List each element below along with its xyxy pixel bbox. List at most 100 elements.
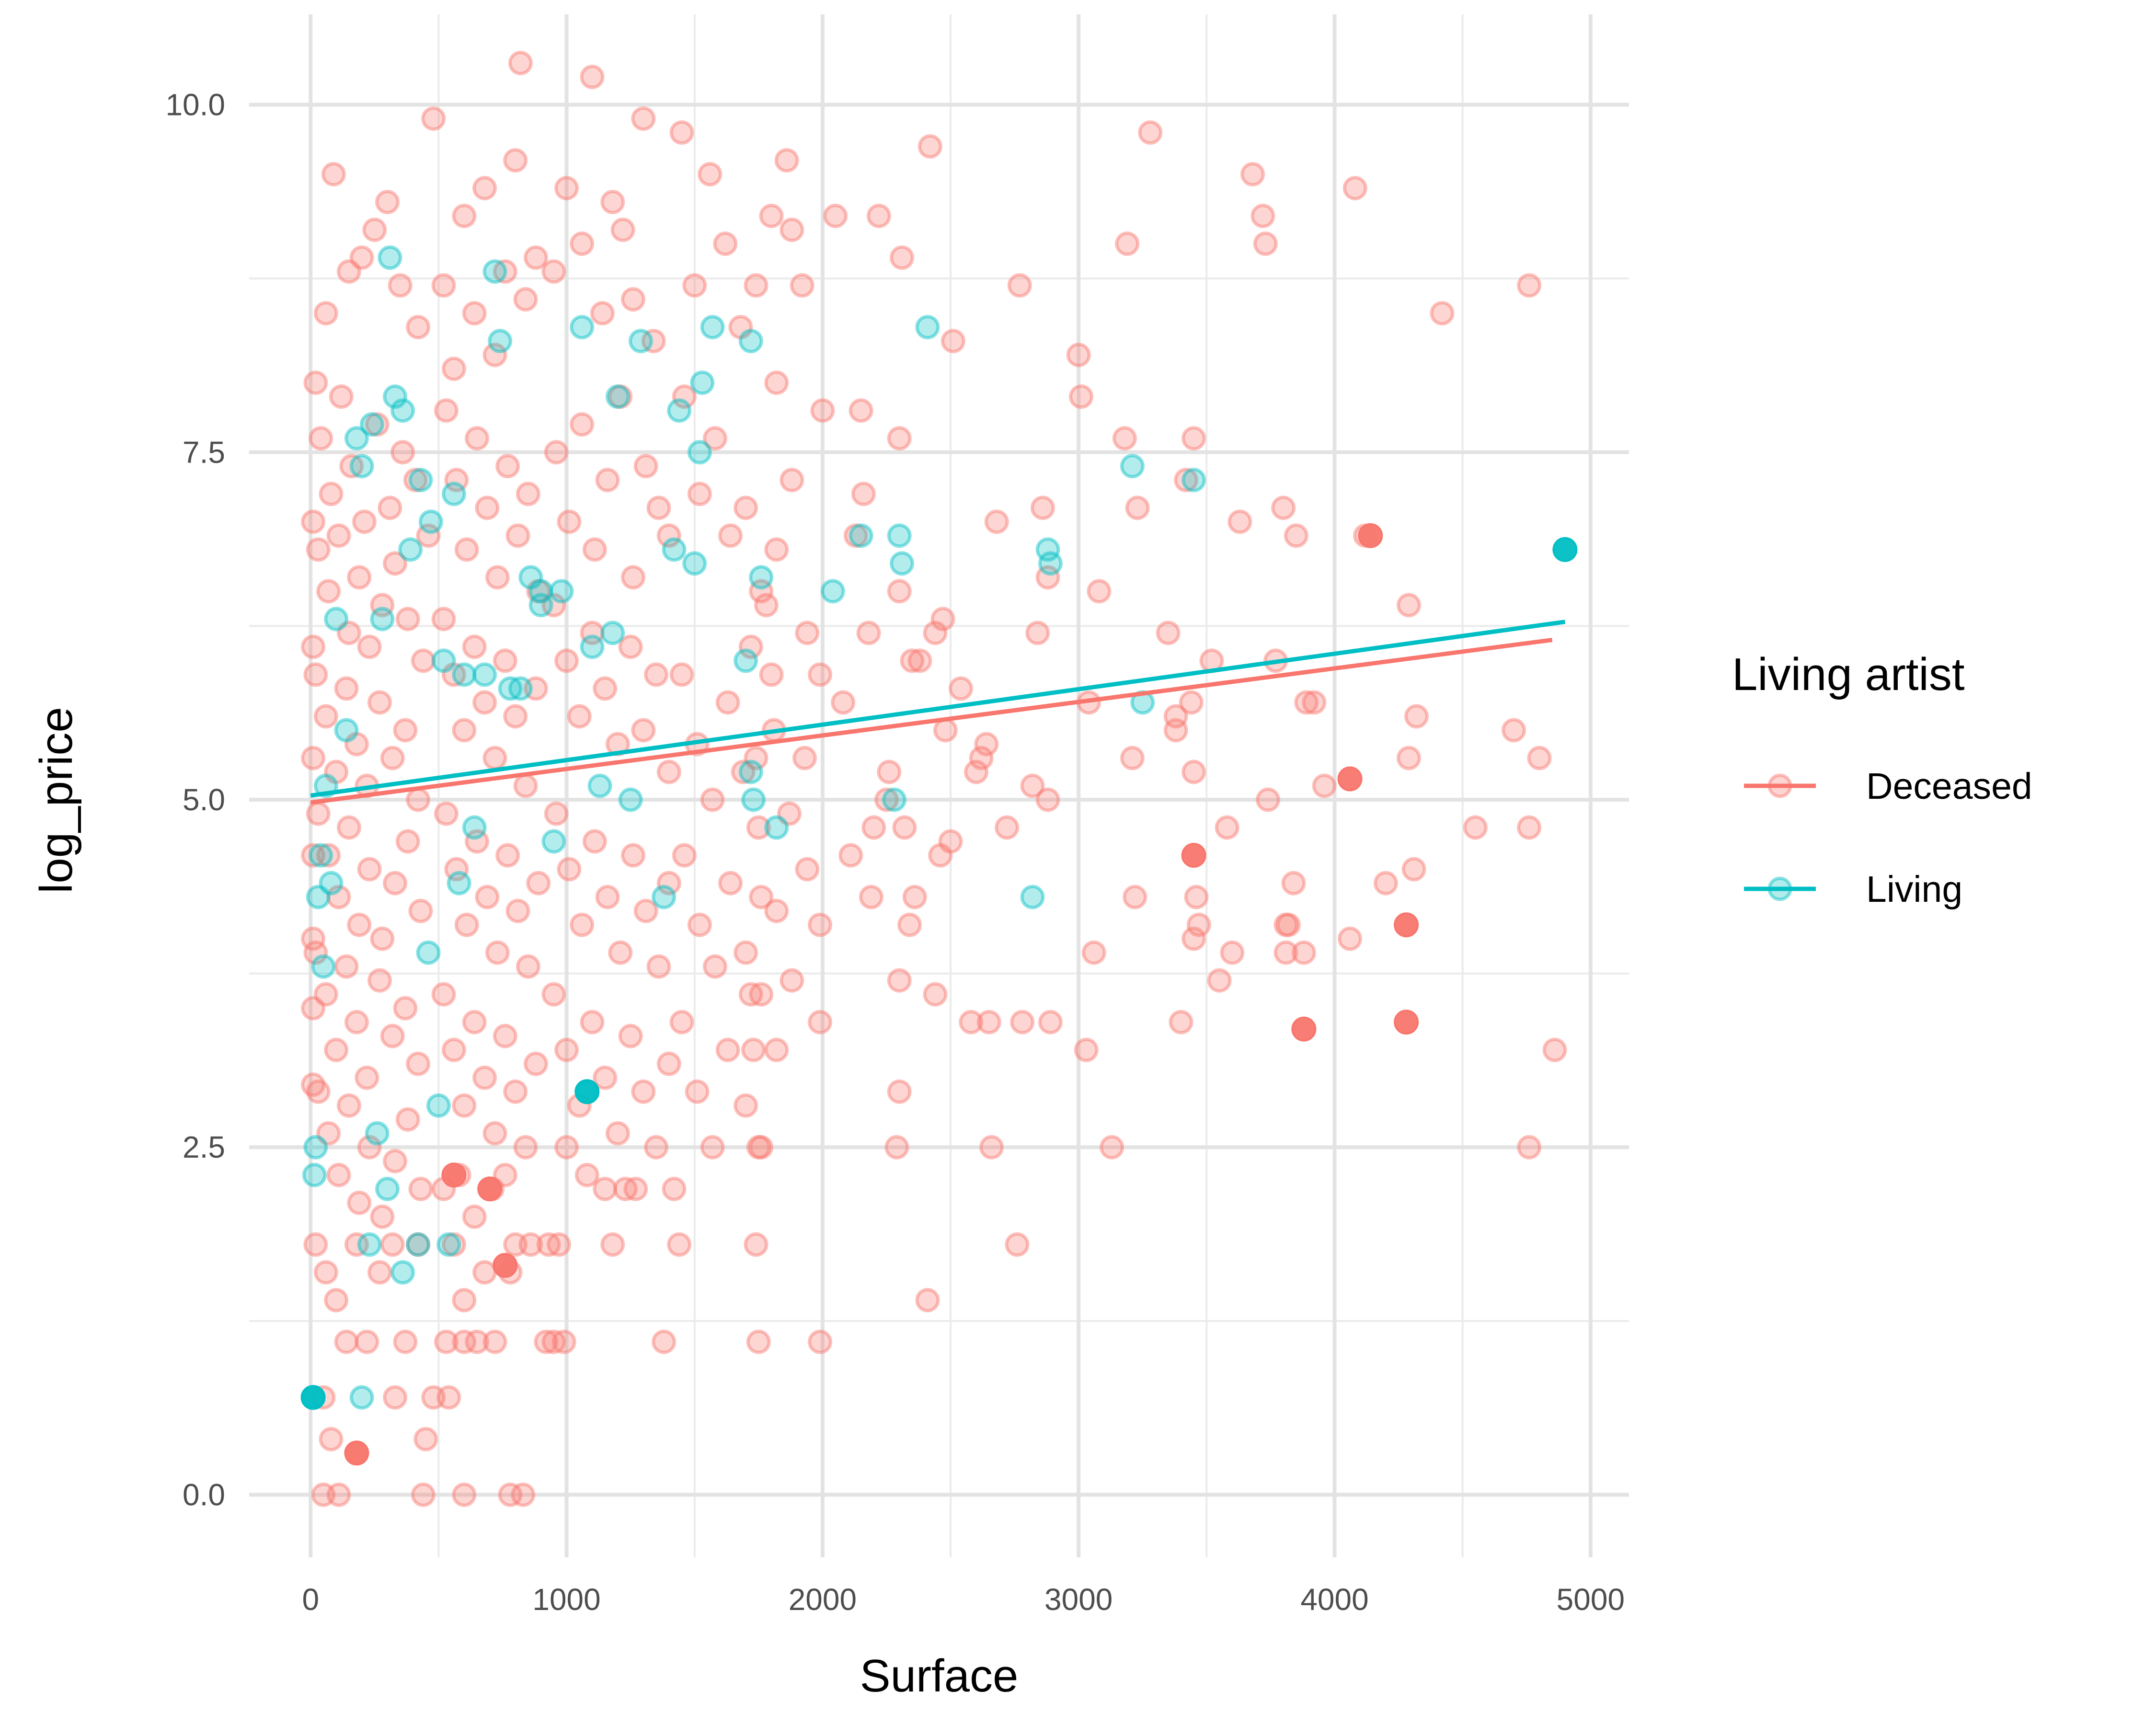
data-point xyxy=(434,1329,459,1354)
data-point xyxy=(610,218,635,242)
data-point xyxy=(570,412,595,437)
data-point xyxy=(452,718,477,743)
data-point xyxy=(1169,1010,1193,1035)
data-point xyxy=(669,662,694,687)
data-point xyxy=(462,634,487,659)
data-point xyxy=(795,857,820,882)
data-point xyxy=(413,1426,438,1451)
data-point xyxy=(746,1135,771,1160)
data-point xyxy=(764,370,789,395)
data-point xyxy=(777,801,802,826)
data-point xyxy=(923,982,948,1007)
data-point xyxy=(482,1121,507,1146)
data-point xyxy=(398,537,423,562)
data-point xyxy=(503,704,528,729)
data-point xyxy=(526,579,551,604)
data-point xyxy=(390,398,415,423)
data-point xyxy=(357,1232,382,1257)
data-point xyxy=(513,773,538,798)
data-point xyxy=(718,523,743,548)
data-point xyxy=(488,329,513,354)
data-point xyxy=(390,1260,415,1285)
data-point xyxy=(441,482,466,506)
data-point xyxy=(477,1176,503,1202)
data-point xyxy=(974,732,999,757)
data-point xyxy=(764,898,789,923)
data-point xyxy=(344,1010,369,1035)
data-point xyxy=(462,1010,487,1035)
data-point xyxy=(887,426,912,451)
data-point xyxy=(1256,787,1281,812)
data-point xyxy=(365,412,390,437)
data-point xyxy=(454,537,479,562)
data-point xyxy=(472,1065,497,1090)
data-point xyxy=(416,523,441,548)
data-point xyxy=(462,1204,487,1229)
data-point xyxy=(1517,1135,1542,1160)
data-point xyxy=(687,482,712,506)
data-point xyxy=(700,787,725,812)
data-point xyxy=(593,1065,618,1090)
data-point xyxy=(465,829,490,854)
data-point xyxy=(890,245,915,270)
y-tick-label: 10.0 xyxy=(165,88,225,122)
y-tick-label: 5.0 xyxy=(183,782,225,817)
data-point xyxy=(1087,579,1112,604)
x-axis-tick-labels: 0 1000 2000 3000 4000 5000 xyxy=(302,1582,1625,1617)
data-point xyxy=(656,523,681,548)
data-point xyxy=(838,843,863,868)
data-point xyxy=(963,759,988,784)
data-point xyxy=(431,607,456,632)
data-point xyxy=(759,204,784,229)
data-point xyxy=(843,523,868,548)
data-point xyxy=(326,885,351,909)
data-point xyxy=(1181,843,1206,868)
data-point xyxy=(306,1079,331,1104)
data-point xyxy=(861,815,886,840)
data-point xyxy=(485,940,510,965)
data-point xyxy=(613,1176,638,1201)
data-point xyxy=(859,885,883,909)
data-point xyxy=(302,1162,327,1187)
data-point xyxy=(370,1204,395,1229)
data-point xyxy=(687,912,712,937)
data-point xyxy=(623,1176,648,1201)
data-point xyxy=(620,565,645,590)
data-point xyxy=(600,621,625,645)
data-point xyxy=(306,801,331,826)
data-point xyxy=(357,1135,382,1160)
grid-lines xyxy=(249,14,1629,1557)
data-point xyxy=(523,245,548,270)
data-point xyxy=(375,190,400,215)
data-point xyxy=(1179,690,1204,715)
data-point xyxy=(482,343,507,368)
data-point xyxy=(741,787,766,812)
data-point xyxy=(702,426,727,451)
data-point xyxy=(754,593,779,618)
data-point xyxy=(1273,912,1298,937)
data-point xyxy=(436,1385,461,1410)
data-point xyxy=(590,301,615,326)
data-point xyxy=(877,759,902,784)
data-point xyxy=(436,1232,461,1257)
data-point xyxy=(605,1121,630,1146)
legend-item-deceased: Deceased xyxy=(1744,766,2032,807)
data-point xyxy=(557,509,582,534)
data-point xyxy=(587,773,612,798)
data-point xyxy=(698,162,722,187)
data-point xyxy=(303,1232,328,1257)
data-point xyxy=(367,690,392,715)
data-point xyxy=(1215,815,1239,840)
data-point xyxy=(357,857,382,882)
data-point xyxy=(344,732,369,757)
data-point xyxy=(1291,940,1316,965)
data-point xyxy=(326,1162,351,1187)
data-point xyxy=(1312,773,1337,798)
data-point xyxy=(662,537,687,562)
data-point xyxy=(897,912,922,937)
data-point xyxy=(1542,1037,1567,1062)
data-point xyxy=(334,676,359,701)
data-point xyxy=(687,440,712,465)
data-point xyxy=(976,1010,1001,1035)
data-point xyxy=(516,482,540,506)
